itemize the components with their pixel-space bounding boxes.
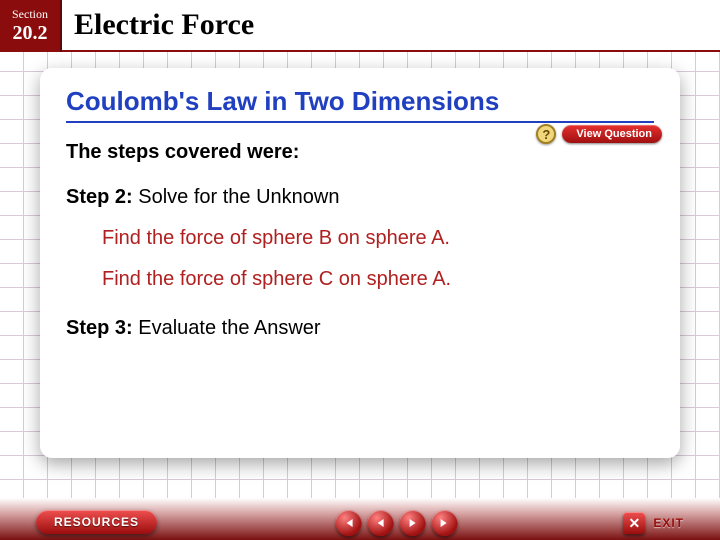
nav-cluster bbox=[336, 510, 458, 536]
section-box: Section 20.2 bbox=[0, 0, 62, 52]
step-2-detail-1: Find the force of sphere B on sphere A. bbox=[102, 227, 654, 250]
first-icon bbox=[343, 517, 355, 529]
section-label: Section bbox=[12, 7, 48, 22]
prev-icon bbox=[375, 517, 387, 529]
card-title: Coulomb's Law in Two Dimensions bbox=[66, 86, 654, 123]
page-title: Electric Force bbox=[74, 8, 254, 42]
nav-prev-button[interactable] bbox=[368, 510, 394, 536]
nav-first-button[interactable] bbox=[336, 510, 362, 536]
step-3-line: Step 3: Evaluate the Answer bbox=[66, 317, 654, 340]
section-number: 20.2 bbox=[13, 22, 48, 45]
steps-subhead: The steps covered were: bbox=[66, 141, 654, 164]
content-card: Coulomb's Law in Two Dimensions ? View Q… bbox=[40, 68, 680, 458]
step-2-line: Step 2: Solve for the Unknown bbox=[66, 186, 654, 209]
exit-button[interactable]: ✕ EXIT bbox=[623, 512, 684, 534]
step-3-label: Step 3: bbox=[66, 317, 133, 339]
title-bar: Electric Force bbox=[62, 0, 720, 52]
next-icon bbox=[407, 517, 419, 529]
step-3-text: Evaluate the Answer bbox=[133, 317, 321, 339]
view-question-label: View Question bbox=[562, 125, 662, 143]
step-2-text: Solve for the Unknown bbox=[133, 186, 340, 208]
footer-bar: RESOURCES ✕ EXIT bbox=[0, 482, 720, 540]
question-icon: ? bbox=[536, 124, 556, 144]
last-icon bbox=[439, 517, 451, 529]
resources-button[interactable]: RESOURCES bbox=[36, 510, 157, 534]
close-icon: ✕ bbox=[623, 512, 645, 534]
step-2-detail-2: Find the force of sphere C on sphere A. bbox=[102, 268, 654, 291]
exit-label: EXIT bbox=[653, 516, 684, 530]
nav-next-button[interactable] bbox=[400, 510, 426, 536]
view-question-button[interactable]: ? View Question bbox=[536, 124, 662, 144]
nav-last-button[interactable] bbox=[432, 510, 458, 536]
header-bar: Section 20.2 Electric Force bbox=[0, 0, 720, 52]
step-2-label: Step 2: bbox=[66, 186, 133, 208]
